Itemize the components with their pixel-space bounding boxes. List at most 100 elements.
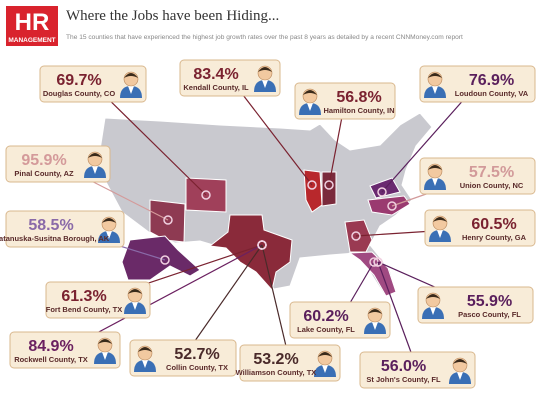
logo: HR MANAGEMENT [6,6,58,46]
county: Henry County, GA [462,233,527,242]
logo-box [6,6,58,46]
icon-shirt [372,322,378,330]
percent: 76.9% [469,72,514,89]
connector [182,244,263,359]
callouts: 69.7%Douglas County, CO 83.4%Kendall Coun… [0,59,536,389]
icon-shirt [128,86,134,94]
icon-hair [88,153,102,158]
callout: 56.8%Hamilton County, IN [294,82,396,120]
county: Pinal County, AZ [14,169,74,178]
percent: 83.4% [193,66,238,83]
icon-hair [98,339,112,344]
percent: 52.7% [174,346,219,363]
callout: 60.5%Henry County, GA [424,209,536,247]
county: Loudoun County, VA [455,89,529,98]
state-fl [348,251,397,297]
icon-shirt [102,352,108,360]
icon-hair [258,67,272,72]
icon-hair [428,165,442,170]
callout: 69.7%Douglas County, CO [39,65,147,103]
callout-box [419,157,536,195]
state-tx [208,214,293,292]
callout-box [45,281,151,319]
target-ring [201,190,211,200]
icon-hair [368,309,382,314]
icon-hair [318,352,332,357]
callout-box [359,351,476,389]
county: Collin County, TX [166,363,228,372]
percent: 60.5% [471,216,516,233]
percent: 57.5% [469,164,514,181]
callout-box [129,339,237,377]
icon-shirt [92,166,98,174]
icon-shirt [430,307,436,315]
callout: 58.5%Matanuska-Susitna Borough, AK [0,210,125,248]
callout-box [5,210,125,248]
percent: 53.2% [253,351,298,368]
icon-hair [128,289,142,294]
county: Union County, NC [460,181,524,190]
percent: 84.9% [28,338,73,355]
callout: 52.7%Collin County, TX [129,339,237,377]
callout: 57.5%Union County, NC [419,157,536,195]
callout: 76.9%Loudoun County, VA [419,65,536,103]
target-ring [387,201,397,211]
county: Matanuska-Susitna Borough, AK [0,234,110,243]
percent: 69.7% [56,72,101,89]
percent: 56.8% [336,89,381,106]
target-ring [160,255,170,265]
icon-shirt [142,360,148,368]
callout-box [417,286,534,324]
percent: 61.3% [61,288,106,305]
target-ring [377,187,387,197]
callout-box [419,65,536,103]
callout: 61.3%Fort Bend County, TX [45,281,151,319]
icon-shirt [432,178,438,186]
county: Williamson County, TX [236,368,317,377]
county: Kendall County, IL [183,83,249,92]
county: St John's County, FL [366,375,441,384]
callout: 55.9%Pasco County, FL [417,286,534,324]
county: Douglas County, CO [43,89,116,98]
callout: 84.9%Rockwell County, TX [9,331,121,369]
target-ring [373,257,383,267]
logo-mark: HR [15,9,50,36]
county: Fort Bend County, TX [46,305,123,314]
county: Pasco County, FL [458,310,521,319]
icon-hair [303,90,317,95]
callout: 56.0%St John's County, FL [359,351,476,389]
callout: 60.2%Lake County, FL [289,301,391,339]
logo-text: MANAGEMENT [8,37,55,44]
callout: 53.2%Williamson County, TX [236,344,341,382]
county: Lake County, FL [297,325,355,334]
connector [261,244,291,364]
target-ring [257,240,267,250]
callout: 95.9%Pinal County, AZ [5,145,111,183]
icon-hair [453,359,467,364]
callout-box [39,65,147,103]
percent: 95.9% [21,152,66,169]
state-az [149,199,186,243]
icon-shirt [106,231,112,239]
percent: 56.0% [381,358,426,375]
state-nc [367,195,411,216]
icon-hair [428,73,442,78]
icon-shirt [437,230,443,238]
callout: 83.4%Kendall County, IL [179,59,281,97]
target-ring [163,215,173,225]
icon-shirt [262,80,268,88]
icon-shirt [132,302,138,310]
icon-hair [124,73,138,78]
target-ring [351,231,361,241]
icon-shirt [322,365,328,373]
icon-shirt [307,103,313,111]
callout-box [5,145,111,183]
county: Rockwell County, TX [14,355,88,364]
callout-box [9,331,121,369]
percent: 55.9% [467,293,512,310]
icon-hair [433,217,447,222]
county: Hamilton County, IN [323,106,394,115]
icon-hair [138,347,152,352]
